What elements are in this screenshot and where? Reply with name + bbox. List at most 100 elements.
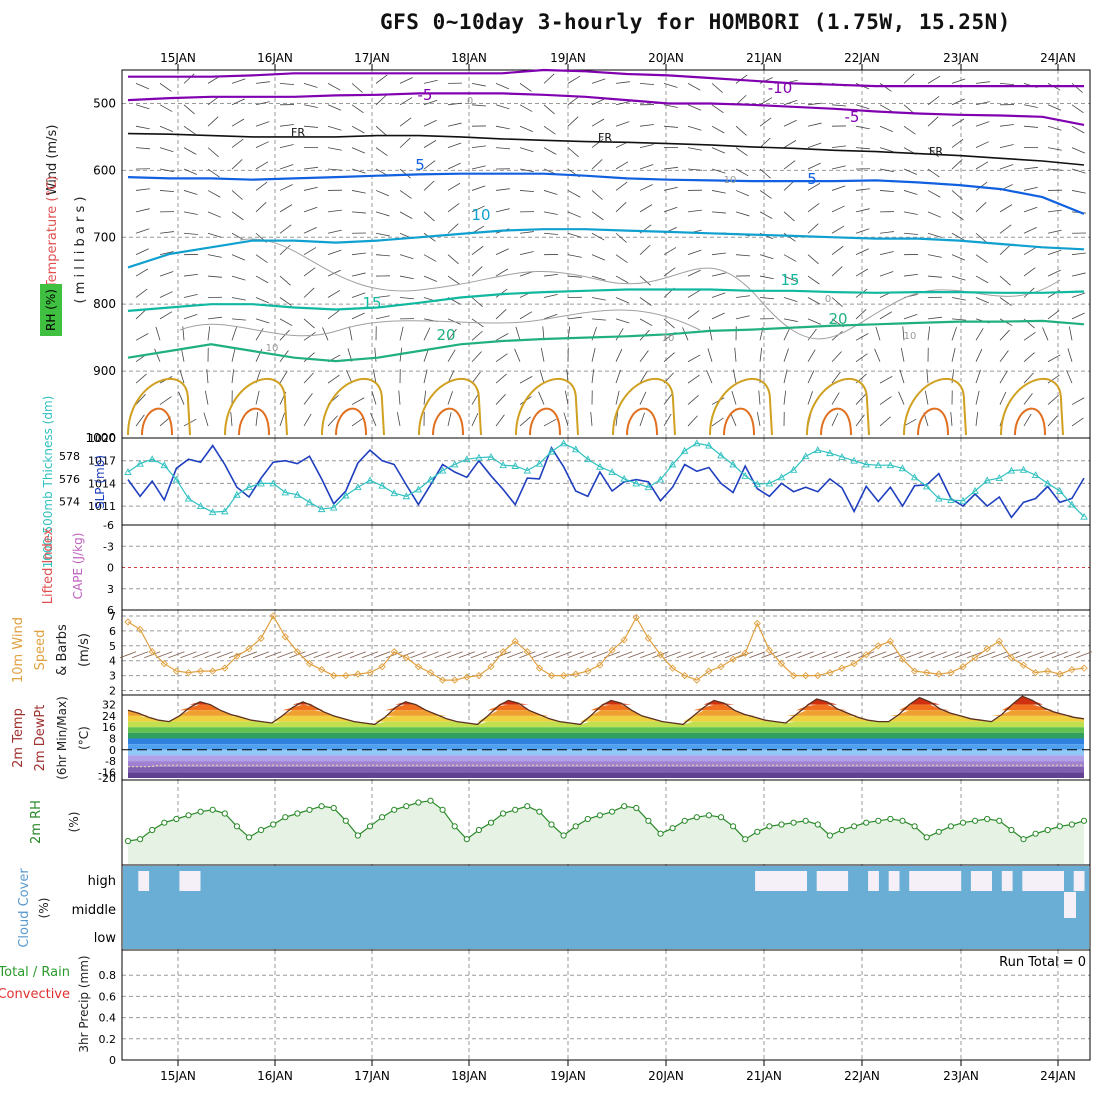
wind-point bbox=[705, 667, 713, 675]
date-label-bottom: 17JAN bbox=[354, 1069, 390, 1083]
li-tick-label: -3 bbox=[103, 540, 114, 553]
wind-barb bbox=[999, 244, 1011, 255]
wind-barb bbox=[351, 125, 365, 134]
wind-barb bbox=[1047, 249, 1062, 256]
wind-barb bbox=[663, 206, 678, 213]
wind-barb bbox=[615, 348, 623, 362]
rh2m-point bbox=[875, 817, 882, 824]
wind-barb bbox=[231, 211, 244, 221]
wind-barb bbox=[711, 252, 726, 256]
wind-barb bbox=[1071, 147, 1086, 154]
precip-tick-label: 0.4 bbox=[99, 1012, 117, 1025]
wind-barb bbox=[375, 125, 387, 136]
precip-tick-label: 0 bbox=[109, 1054, 116, 1067]
wind-barb bbox=[783, 119, 797, 127]
rh2m-point bbox=[124, 837, 132, 845]
wind-barb bbox=[855, 414, 865, 427]
wind-barb bbox=[730, 412, 737, 427]
wind-barb bbox=[183, 190, 198, 195]
precip-tick-label: 0.8 bbox=[99, 969, 117, 982]
precip-tick-label: 0.6 bbox=[99, 990, 117, 1003]
wind-barb-10m bbox=[265, 651, 282, 659]
wind-barb bbox=[711, 104, 724, 114]
wind-barb bbox=[927, 190, 941, 198]
wind-barb bbox=[495, 125, 510, 130]
rh2m-point bbox=[475, 826, 482, 834]
thickness-point bbox=[317, 505, 326, 513]
wind-barb bbox=[639, 124, 654, 127]
wind-barb bbox=[831, 297, 843, 307]
series-line-temp2m bbox=[127, 695, 1085, 726]
wind-barb bbox=[543, 211, 558, 215]
wind-barb bbox=[855, 333, 869, 341]
wind-barb bbox=[900, 347, 905, 362]
wind-barb bbox=[183, 125, 196, 135]
wind-barb-10m bbox=[192, 651, 209, 659]
wind-barb bbox=[711, 125, 725, 134]
wind-barb bbox=[975, 390, 980, 405]
wind-barb bbox=[279, 329, 290, 341]
date-label-top: 16JAN bbox=[257, 51, 293, 65]
isotherm-5 bbox=[127, 172, 1085, 215]
slp-tick-label: 1014 bbox=[88, 477, 116, 490]
wind-barb bbox=[135, 104, 150, 110]
wind-barb-10m bbox=[749, 651, 766, 659]
slp-ylabel: SLP (mb) bbox=[93, 455, 107, 509]
rh2m-point bbox=[560, 832, 567, 839]
cloud-gap bbox=[827, 871, 838, 891]
thickness-point bbox=[329, 503, 338, 511]
wind-barb bbox=[855, 228, 870, 234]
thickness-point bbox=[741, 471, 749, 479]
wind-point bbox=[789, 671, 798, 680]
wind-point bbox=[596, 661, 604, 669]
wind-barb bbox=[154, 348, 161, 362]
wind-barb bbox=[471, 351, 482, 362]
wind-barb-10m bbox=[954, 651, 972, 659]
rh2m-point bbox=[1068, 821, 1076, 828]
rh2m-point bbox=[899, 817, 906, 824]
temp-band bbox=[128, 732, 1084, 739]
li-ylabel: Lifted Index bbox=[41, 527, 56, 604]
wind-barb bbox=[183, 273, 198, 277]
wind-barb bbox=[639, 204, 653, 213]
wind-barb bbox=[1042, 327, 1049, 341]
wind-barb bbox=[543, 293, 558, 298]
temp-ylabel-d: (°C) bbox=[77, 726, 91, 750]
wind-barb bbox=[303, 352, 315, 363]
cloud-gap bbox=[1042, 871, 1054, 891]
wind-barb bbox=[999, 224, 1012, 234]
wind-barb bbox=[303, 82, 318, 88]
wind-barb bbox=[687, 269, 701, 277]
wind-barb bbox=[423, 390, 427, 405]
wind-barb bbox=[615, 318, 630, 324]
wind-barb-10m bbox=[664, 651, 681, 659]
wind-point bbox=[898, 655, 907, 663]
temp-band bbox=[128, 755, 1084, 762]
wind-barb bbox=[927, 116, 939, 127]
thickness-point bbox=[668, 460, 677, 468]
wind-barb bbox=[903, 313, 918, 320]
wind-barb bbox=[926, 369, 929, 384]
wind-barb bbox=[135, 309, 147, 320]
rh2m-point bbox=[548, 821, 555, 828]
isotherm-10 bbox=[127, 228, 1085, 269]
wind-barb bbox=[447, 391, 453, 405]
wind-barb bbox=[255, 318, 270, 324]
date-label-top: 20JAN bbox=[648, 51, 684, 65]
date-label-top: 18JAN bbox=[451, 51, 487, 65]
wind-barb bbox=[255, 161, 269, 170]
cloud-gap bbox=[1073, 871, 1085, 891]
contour-label: 10 bbox=[724, 175, 737, 186]
thickness-point bbox=[814, 446, 822, 454]
temp-tick-label: 32 bbox=[102, 699, 116, 712]
wind-barb bbox=[711, 292, 726, 298]
wind-barb bbox=[735, 315, 750, 320]
wind-point bbox=[1044, 667, 1052, 675]
wind-barb bbox=[399, 97, 413, 106]
wind-barb bbox=[279, 184, 293, 191]
wind-barb bbox=[564, 390, 569, 405]
wind-barb bbox=[975, 101, 990, 106]
thickness-point bbox=[342, 491, 350, 499]
wind-barb bbox=[807, 328, 817, 341]
wind-barb bbox=[231, 318, 246, 321]
